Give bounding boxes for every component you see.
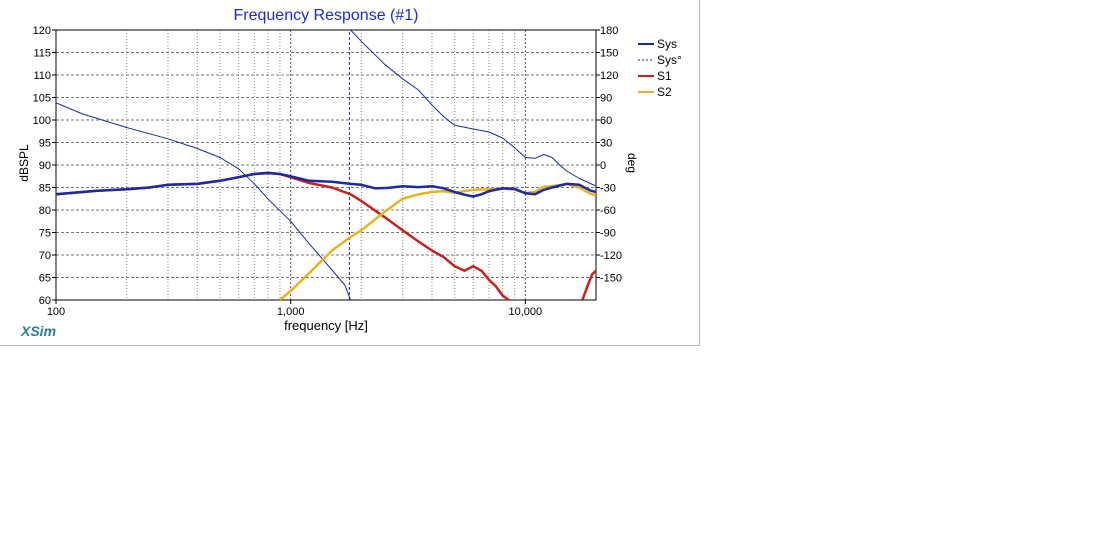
y2-tick-label: -30	[600, 183, 616, 195]
y2-tick-label: 60	[600, 115, 612, 127]
y2-axis-label: deg	[625, 152, 639, 174]
series-line-sys-phase	[56, 102, 352, 300]
legend-label: Sys°	[657, 53, 682, 67]
legend-label: Sys	[657, 37, 677, 51]
y2-tick-label: 90	[600, 93, 612, 105]
y-tick-label: 90	[39, 160, 51, 172]
y-tick-label: 60	[39, 295, 51, 307]
legend-label: S2	[657, 85, 672, 99]
series-line-s1	[581, 269, 596, 300]
y2-tick-label: 180	[600, 25, 618, 37]
series-line-sys	[56, 171, 596, 198]
y2-tick-label: -90	[600, 228, 616, 240]
y-tick-label: 80	[39, 205, 51, 217]
y-tick-label: 95	[39, 138, 51, 150]
y-tick-label: 110	[33, 70, 51, 82]
y2-tick-label: -60	[600, 205, 616, 217]
chart-panel: 60 65 70 75 80 85 90 95 100 105 110 115 120 -150 -120 -…	[0, 0, 700, 346]
y2-tick-label: 150	[600, 48, 618, 60]
y-axis-label: dBSPL	[17, 144, 31, 182]
y-tick-label: 120	[33, 25, 51, 37]
y-tick-label: 65	[39, 273, 51, 285]
x-tick-label: 10,000	[509, 306, 543, 318]
y2-tick-label: -150	[600, 273, 622, 285]
y2-tick-label: 120	[600, 70, 618, 82]
chart-plot: 60 65 70 75 80 85 90 95 100 105 110 115 120 -150 -120 -…	[33, 25, 682, 318]
legend-label: S1	[657, 69, 672, 83]
y-tick-label: 75	[39, 228, 51, 240]
chart-title: Frequency Response (#1)	[233, 7, 419, 24]
x-tick-label: 1,000	[277, 306, 305, 318]
y-tick-label: 115	[33, 48, 51, 60]
y-tick-label: 85	[39, 183, 51, 195]
series-line-sys-phase	[350, 30, 596, 187]
x-tick-label: 100	[47, 306, 65, 318]
y-tick-label: 105	[33, 93, 51, 105]
y2-tick-label: -120	[600, 250, 622, 262]
x-axis-label: frequency [Hz]	[284, 318, 368, 333]
y2-tick-label: 0	[600, 160, 606, 172]
y-tick-label: 70	[39, 250, 51, 262]
y-tick-label: 100	[33, 115, 51, 127]
y2-tick-label: 30	[600, 138, 612, 150]
series-line-s2	[279, 182, 596, 300]
xsim-logo: XSim	[21, 323, 57, 339]
